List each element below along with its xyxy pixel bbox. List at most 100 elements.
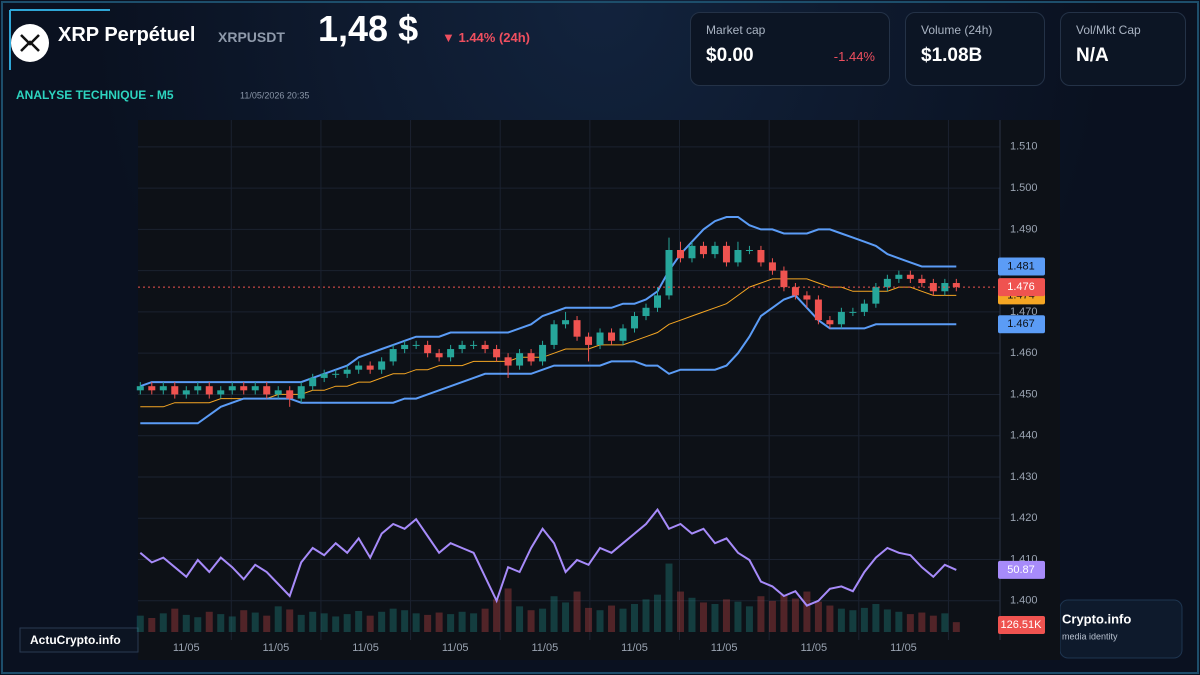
candle-body [527,353,535,362]
volume-bar [814,601,822,632]
volume-bar [332,616,340,632]
candle-body [860,303,868,312]
volume-bar [745,606,753,632]
value-tag [998,315,1045,334]
volume-bar [631,604,639,632]
value-tag [998,278,1045,297]
volume-bar [435,612,443,632]
volume-bar [837,608,845,632]
candle-body [274,390,282,395]
stat-card: Vol/Mkt Cap N/A [1060,12,1186,86]
brand-box [19,627,139,653]
volume-bar [929,615,937,632]
candle-body [240,386,248,391]
candle-body [171,386,179,395]
candle-body [378,361,386,370]
stat-card: Volume (24h) $1.08B [905,12,1045,86]
candle-body [355,365,363,370]
y-tick-label: 1.430 [1010,471,1038,483]
y-tick-label: 1.510 [1010,141,1038,153]
indicator-line [140,278,957,408]
volume-bar [286,609,294,632]
candle-body [918,278,926,284]
volume-bar [493,599,501,632]
volume-bar [240,610,248,632]
candle-body [309,377,317,387]
volume-bar [378,611,386,632]
volume-bar [355,611,363,632]
volume-bar [458,611,466,632]
candle-body [596,332,604,345]
y-tick-label: 1.490 [1010,223,1038,235]
candle-body [814,299,822,321]
volume-bar [343,614,351,632]
candle-body [619,328,627,341]
stat-value: $0.00 [706,45,754,66]
volume-bar [366,615,374,632]
asset-symbol: XRPUSDT [218,29,285,45]
candle-body [366,365,374,370]
section-title: ANALYSE TECHNIQUE - M5 [16,88,174,102]
candle-body [711,245,719,255]
x-tick-label: 11/05 [890,642,917,654]
volume-bar [711,604,719,632]
candle-body [631,316,639,329]
candle-body [653,295,661,308]
candle-body [906,274,914,279]
candle-body [757,250,765,263]
volume-bar [205,611,213,632]
volume-bar [504,588,512,632]
badge-title: Crypto.info [1062,611,1131,626]
volume-bar [251,612,259,632]
candle-body [768,262,776,271]
volume-bar [562,602,570,632]
value-tag-label: 1.476 [1007,281,1035,293]
stat-label: Volume (24h) [921,23,993,37]
price: 1,48 $ [318,8,419,49]
volume-bar [941,613,949,632]
volume-bar [401,610,409,632]
candle-body [791,287,799,296]
volume-bar [688,597,696,632]
candle-body [895,274,903,279]
stat-card: Market cap $0.00 -1.44% [690,12,890,86]
candle-body [136,386,144,391]
volume-bar [573,591,581,632]
volume-bar [883,609,891,632]
plot-area [138,120,1060,660]
candle-body [481,344,489,350]
candle-body [642,307,650,317]
volume-bar [596,610,604,632]
y-tick-label: 1.450 [1010,388,1038,400]
candle-body [504,357,512,366]
stat-value: N/A [1076,45,1109,66]
volume-bar [722,599,730,632]
candle-body [562,320,570,325]
volume-bar [194,617,202,632]
volume-bar [539,608,547,632]
candle-body [493,349,501,358]
y-tick-label: 1.500 [1010,182,1038,194]
volume-bar [791,598,799,632]
value-tag [998,616,1045,634]
volume-bar [619,608,627,632]
volume-bar [608,605,616,632]
brand: ActuCrypto.info [30,633,121,647]
price-change: ▼ 1.44% (24h) [442,30,531,45]
value-tag-label: 50.87 [1007,564,1035,576]
volume-bar [550,596,558,632]
x-tick-label: 11/05 [173,642,200,654]
volume-bar [585,607,593,632]
volume-bar [952,622,960,632]
volume-bar [906,614,914,632]
value-tag [998,257,1045,276]
volume-bar [309,611,317,632]
volume-bar [320,613,328,632]
candle-body [205,386,213,395]
x-tick-label: 11/05 [800,642,827,654]
candle-body [952,283,960,288]
timestamp: 11/05/2026 20:35 [240,90,309,100]
candle-body [435,353,443,358]
